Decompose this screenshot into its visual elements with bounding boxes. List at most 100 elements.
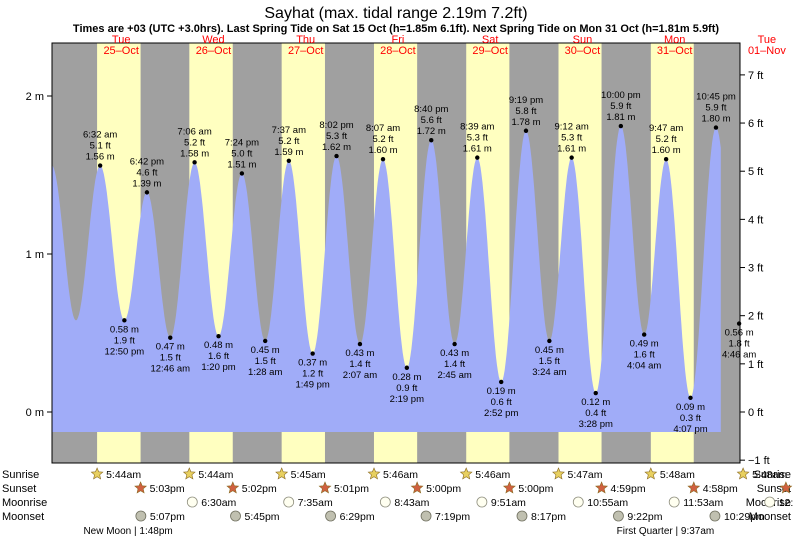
low-tide-label: 1.5 ft — [255, 356, 276, 367]
moonrise-icon — [379, 496, 391, 508]
high-tide-label: 5.2 ft — [372, 134, 393, 145]
moonset-icon — [420, 510, 432, 522]
sunset-icon — [502, 481, 516, 494]
low-tide-label: 1.5 ft — [539, 356, 560, 367]
high-tide-point — [523, 128, 529, 133]
low-tide-label: 0.43 m — [440, 348, 469, 359]
high-tide-label: 1.80 m — [701, 114, 730, 125]
low-tide-point — [404, 365, 410, 370]
sunset-time: 4:59pm — [611, 483, 646, 495]
low-tide-point — [498, 379, 504, 385]
high-tide-label: 8:39 am — [460, 122, 494, 133]
low-tide-point — [357, 341, 363, 347]
sunset-icon — [687, 481, 701, 494]
low-tide-point — [122, 318, 127, 323]
sunrise-time: 5:46am — [475, 469, 510, 481]
high-tide-point — [713, 125, 719, 130]
sunrise-icon — [459, 467, 473, 480]
day-name: Sat — [482, 34, 499, 46]
moon-phase: New Moon | 1:48pm — [83, 526, 172, 537]
high-tide-label: 8:02 pm — [319, 120, 353, 131]
moonrise-time: 7:35am — [298, 497, 333, 509]
high-tide-point — [475, 155, 480, 160]
high-tide-label: 9:12 am — [554, 122, 588, 133]
low-tide-point — [736, 321, 742, 326]
low-tide-label: 0.45 m — [251, 345, 280, 356]
high-tide-label: 1.60 m — [652, 145, 681, 156]
high-tide-label: 1.51 m — [227, 159, 256, 170]
low-tide-point — [547, 338, 552, 344]
low-tide-label: 0.47 m — [156, 342, 185, 353]
low-tide-label: 0.48 m — [204, 340, 233, 351]
sunset-time: 4:58pm — [703, 483, 738, 495]
sunrise-time: 5:46am — [383, 469, 418, 481]
right-axis-label: 7 ft — [748, 70, 763, 82]
high-tide-label: 5.8 ft — [515, 106, 536, 117]
low-tide-point — [452, 341, 457, 347]
high-tide-point — [334, 153, 339, 159]
moonset-icon — [613, 510, 624, 522]
moonset-icon — [135, 510, 147, 522]
high-tide-label: 8:07 am — [366, 123, 400, 134]
day-name: Mon — [664, 34, 685, 46]
low-tide-label: 1.9 ft — [114, 335, 135, 346]
day-date: 01–Nov — [748, 45, 786, 57]
low-tide-label: 0.28 m — [392, 372, 421, 383]
day-date: 31–Oct — [657, 45, 692, 57]
high-tide-label: 5.3 ft — [561, 133, 582, 144]
right-axis-label: 1 ft — [748, 359, 763, 371]
low-tide-label: 0.43 m — [345, 348, 374, 359]
day-date: 30–Oct — [565, 45, 600, 57]
tide-curve — [52, 126, 721, 432]
day-date: 25–Oct — [103, 45, 138, 57]
high-tide-label: 5.2 ft — [278, 136, 299, 147]
high-tide-label: 1.39 m — [132, 178, 161, 189]
right-axis-label: 6 ft — [748, 118, 763, 130]
right-axis-label: 0 ft — [748, 407, 763, 419]
moonset-time: 8:17pm — [531, 511, 566, 523]
high-tide-label: 1.56 m — [86, 152, 115, 163]
high-tide-label: 1.62 m — [322, 142, 351, 153]
moonrise-time: 11:53am — [683, 497, 723, 509]
high-tide-point — [192, 160, 197, 165]
low-tide-label: 0.12 m — [581, 397, 610, 408]
high-tide-label: 7:24 pm — [225, 137, 259, 148]
sunrise-icon — [182, 467, 196, 480]
sunrise-icon — [552, 467, 565, 480]
day-date: 27–Oct — [288, 45, 323, 57]
sunset-icon — [226, 481, 240, 494]
high-tide-label: 5.0 ft — [231, 148, 252, 159]
moonset-time: 7:19pm — [435, 511, 470, 523]
row-label-left: Sunrise — [2, 469, 39, 481]
high-tide-label: 4.6 ft — [136, 167, 157, 178]
moonset-time: 5:07pm — [150, 511, 185, 523]
high-tide-label: 5.1 ft — [90, 141, 111, 152]
plot-frame — [51, 42, 741, 464]
low-tide-label: 1:49 pm — [296, 380, 330, 391]
day-name: Thu — [296, 34, 315, 46]
high-tide-label: 1.60 m — [368, 145, 397, 156]
sunrise-icon — [367, 467, 381, 480]
high-tide-label: 1.61 m — [463, 144, 492, 155]
high-tide-point — [97, 163, 103, 168]
moonrise-time: 10:55am — [587, 497, 628, 509]
high-tide-label: 1.59 m — [274, 147, 303, 158]
left-axis-label: 0 m — [26, 407, 44, 419]
sunrise-icon — [644, 467, 658, 480]
moonset-icon — [325, 510, 336, 522]
moonset-time: 10:29pm — [724, 511, 765, 523]
sunrise-icon — [275, 467, 289, 480]
moonrise-icon — [572, 496, 584, 508]
sunset-time: 5:00pm — [426, 483, 461, 495]
low-tide-label: 3:28 pm — [579, 419, 613, 430]
day-date: 26–Oct — [196, 45, 231, 57]
high-tide-label: 1.81 m — [606, 112, 635, 123]
low-tide-label: 0.49 m — [630, 339, 659, 350]
high-tide-point — [380, 157, 386, 162]
moonrise-time: 12:44pm — [779, 497, 793, 509]
moonset-time: 6:29pm — [340, 511, 375, 523]
day-date: 29–Oct — [472, 45, 507, 57]
moonrise-icon — [283, 496, 295, 508]
moonrise-icon — [668, 496, 680, 508]
